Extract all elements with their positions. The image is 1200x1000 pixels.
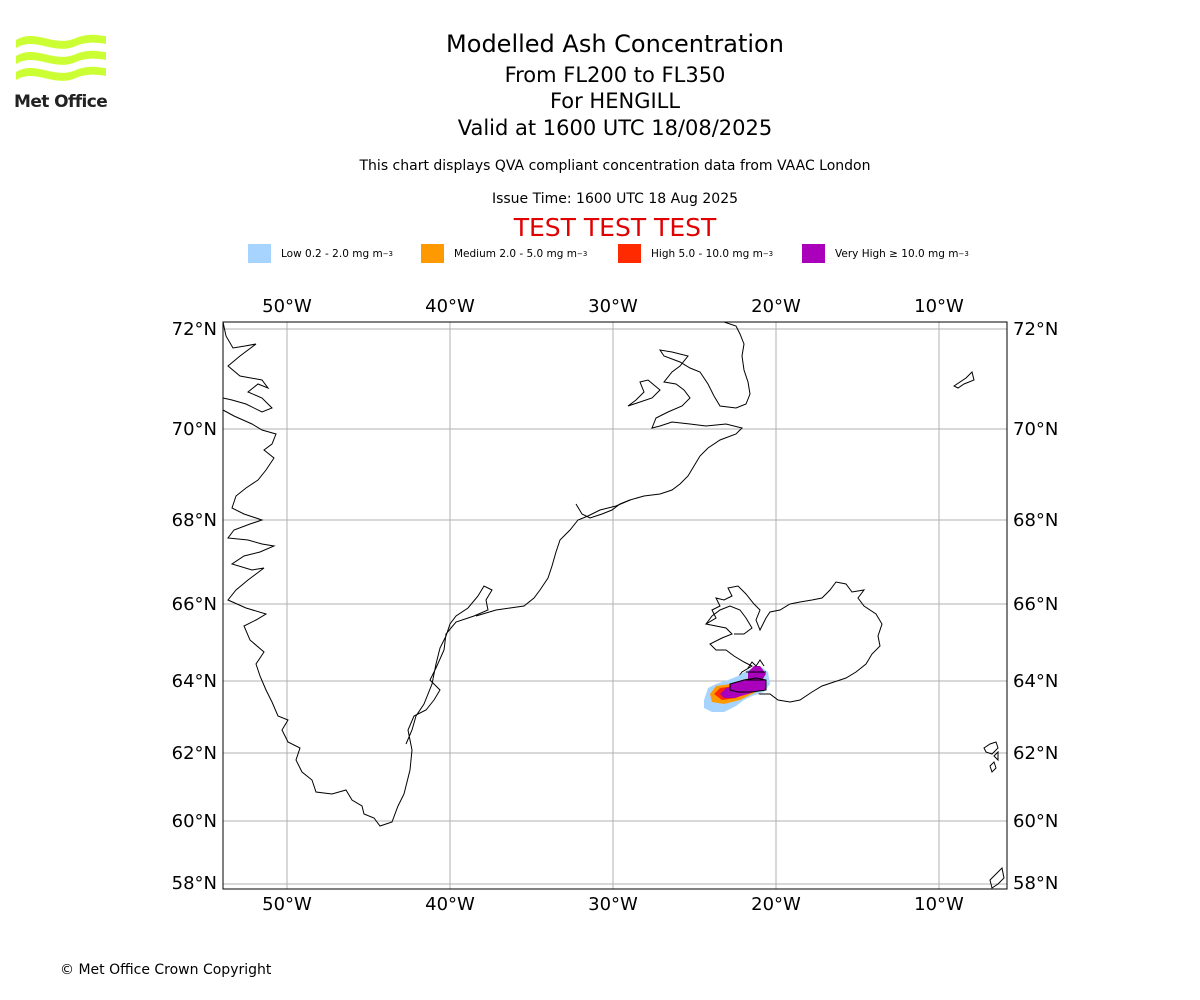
ash-zone-very-high-core — [729, 677, 767, 693]
greenland-east-coast — [475, 321, 751, 617]
lat-label-left-70n: 70°N — [172, 419, 217, 440]
lat-label-right-64n: 64°N — [1013, 671, 1058, 692]
legend-swatch-very-high — [802, 244, 825, 263]
lon-label-bottom-10w: 10°W — [914, 894, 964, 915]
faroe-islands — [983, 741, 999, 773]
legend-swatch-high — [618, 244, 641, 263]
lon-label-bottom-40w: 40°W — [425, 894, 475, 915]
lat-label-right-60n: 60°N — [1013, 811, 1058, 832]
issue-time: Issue Time: 1600 UTC 18 Aug 2025 — [491, 191, 739, 207]
legend-item-very-high: Very High ≥ 10.0 mg m −3 — [802, 244, 969, 263]
valid-time: Valid at 1600 UTC 18/08/2025 — [457, 116, 773, 140]
lat-label-right-70n: 70°N — [1013, 419, 1058, 440]
lat-label-left-66n: 66°N — [172, 594, 217, 615]
legend-exp-low: −3 — [382, 249, 394, 258]
lat-label-left-60n: 60°N — [172, 811, 217, 832]
legend-exp-medium: −3 — [576, 249, 588, 258]
legend-label-very-high: Very High ≥ 10.0 mg m — [835, 247, 959, 260]
legend: Low 0.2 - 2.0 mg m −3 Medium 2.0 - 5.0 mg… — [0, 244, 1200, 264]
shetland — [989, 866, 1005, 889]
met-office-logo — [16, 34, 106, 81]
lat-label-right-72n: 72°N — [1013, 319, 1058, 340]
iceland-westfjords — [705, 605, 753, 635]
ash-vent-marker — [746, 659, 766, 681]
copyright: © Met Office Crown Copyright — [60, 962, 272, 978]
chart-subtitle: This chart displays QVA compliant concen… — [359, 158, 871, 174]
lat-label-left-64n: 64°N — [172, 671, 217, 692]
legend-swatch-medium — [421, 244, 444, 263]
lon-label-bottom-30w: 30°W — [588, 894, 638, 915]
lat-label-right-58n: 58°N — [1013, 873, 1058, 894]
test-banner: TEST TEST TEST — [513, 213, 717, 242]
lon-label-top-50w: 50°W — [262, 296, 312, 317]
lat-label-left-58n: 58°N — [172, 873, 217, 894]
lon-label-top-30w: 30°W — [588, 296, 638, 317]
legend-item-low: Low 0.2 - 2.0 mg m −3 — [248, 244, 393, 263]
lat-label-left-62n: 62°N — [172, 743, 217, 764]
jan-mayen — [953, 371, 975, 389]
map-frame — [222, 321, 1008, 890]
lat-label-right-66n: 66°N — [1013, 594, 1058, 615]
logo-text: Met Office — [14, 92, 108, 112]
lon-label-top-10w: 10°W — [914, 296, 964, 317]
lon-label-top-40w: 40°W — [425, 296, 475, 317]
legend-exp-very-high: −3 — [958, 249, 969, 258]
legend-label-low: Low 0.2 - 2.0 mg m — [281, 247, 383, 260]
lat-label-left-68n: 68°N — [172, 510, 217, 531]
lat-label-right-68n: 68°N — [1013, 510, 1058, 531]
legend-item-high: High 5.0 - 10.0 mg m −3 — [618, 244, 773, 263]
gridlines — [223, 322, 1007, 889]
lon-label-bottom-20w: 20°W — [751, 894, 801, 915]
iceland-coastline — [704, 581, 883, 703]
lat-label-left-72n: 72°N — [172, 319, 217, 340]
lon-label-bottom-50w: 50°W — [262, 894, 312, 915]
tick-labels: 50°W 40°W 30°W 20°W 10°W 50°W 40°W 30°W … — [172, 296, 1059, 915]
legend-label-medium: Medium 2.0 - 5.0 mg m — [454, 247, 577, 260]
greenland-island-east — [627, 379, 661, 407]
lon-label-top-20w: 20°W — [751, 296, 801, 317]
greenland-southeast-segment — [575, 499, 631, 519]
lat-label-right-62n: 62°N — [1013, 743, 1058, 764]
legend-item-medium: Medium 2.0 - 5.0 mg m −3 — [421, 244, 587, 263]
legend-swatch-low — [248, 244, 271, 263]
volcano-name: For HENGILL — [549, 89, 681, 113]
ash-plume — [704, 659, 770, 712]
chart-title: Modelled Ash Concentration — [446, 30, 784, 58]
legend-exp-high: −3 — [762, 249, 774, 258]
greenland-coastline — [222, 321, 493, 827]
flight-levels: From FL200 to FL350 — [504, 63, 726, 87]
legend-label-high: High 5.0 - 10.0 mg m — [651, 247, 763, 260]
